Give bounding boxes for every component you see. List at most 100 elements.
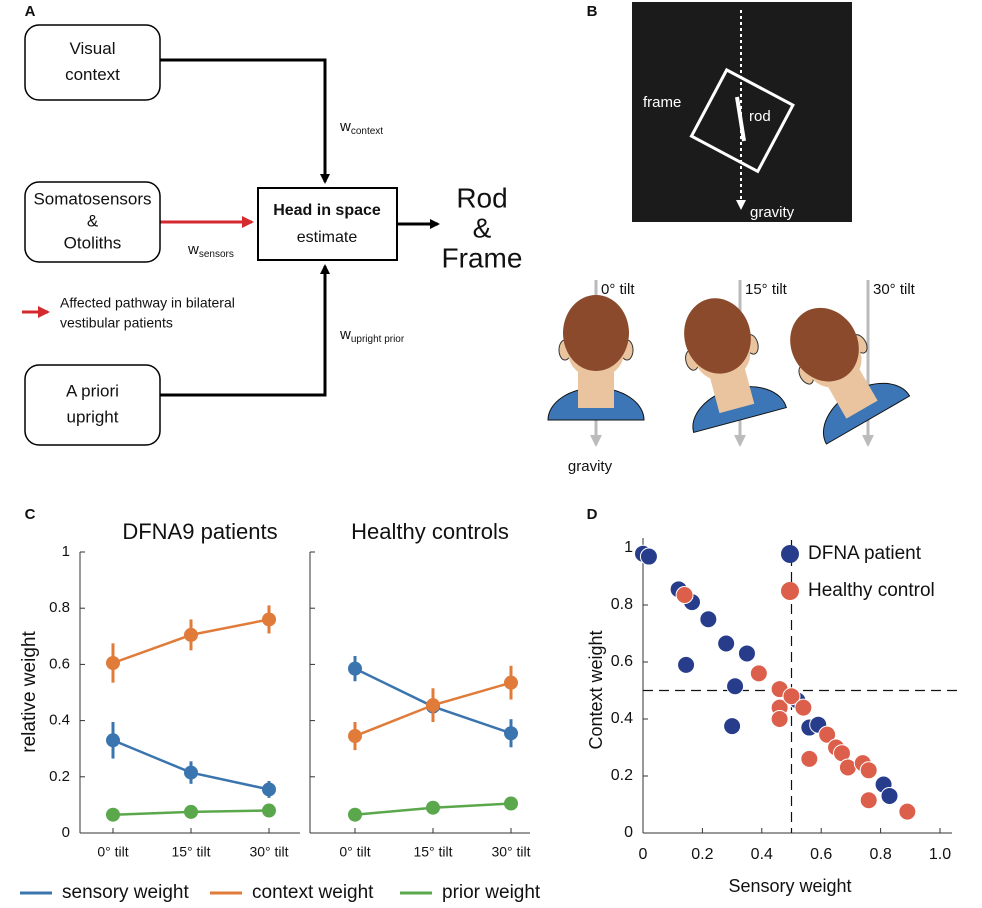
weight-label: wsensors — [187, 241, 234, 260]
hair — [790, 307, 859, 382]
rod — [735, 96, 746, 142]
data-point — [504, 796, 518, 811]
panel-label: A — [25, 3, 36, 20]
scatter-point — [794, 698, 813, 717]
y-tick-label: 0.2 — [611, 767, 633, 784]
data-point — [504, 726, 518, 741]
data-point — [184, 804, 198, 819]
y-tick-label: 0.4 — [49, 712, 70, 729]
tilt-label: 0° tilt — [601, 281, 635, 298]
chart-title: Healthy controls — [351, 519, 509, 544]
weight-symbol: w — [339, 118, 351, 135]
scatter-point — [677, 655, 696, 674]
input-label: context — [65, 65, 120, 84]
y-tick-label: 0.4 — [611, 710, 633, 727]
gravity-label: gravity — [568, 458, 613, 475]
legend-text: vestibular patients — [60, 315, 173, 331]
output-label: & — [473, 212, 492, 243]
input-label: & — [87, 211, 99, 230]
x-tick-label: 15° tilt — [171, 844, 210, 860]
chart-title: DFNA9 patients — [122, 519, 277, 544]
rod-label: rod — [749, 108, 771, 125]
data-point — [106, 733, 120, 748]
scatter-point — [859, 791, 878, 810]
x-tick-label: 30° tilt — [249, 844, 288, 860]
output-label: Frame — [442, 242, 523, 273]
data-point — [262, 782, 276, 797]
x-tick-label: 0° tilt — [339, 844, 370, 860]
x-tick-label: 0.2 — [691, 846, 713, 863]
panel-label: C — [25, 506, 36, 523]
input-label: Somatosensors — [33, 189, 151, 208]
scatter-point — [800, 749, 819, 768]
y-tick-label: 0.6 — [611, 653, 633, 670]
y-tick-label: 0 — [624, 824, 633, 841]
center-label: estimate — [297, 229, 358, 246]
data-point — [106, 807, 120, 822]
data-point — [262, 803, 276, 818]
x-tick-label: 15° tilt — [413, 844, 452, 860]
head-figure — [684, 298, 787, 434]
data-point — [348, 729, 362, 744]
legend-label: prior weight — [442, 882, 541, 903]
y-tick-label: 1 — [62, 543, 70, 560]
panel-label: B — [587, 3, 598, 20]
scatter-point — [838, 758, 857, 777]
y-tick-label: 0.8 — [611, 596, 633, 613]
data-point — [262, 612, 276, 627]
hair — [563, 295, 629, 371]
center-label: Head in space — [273, 202, 381, 219]
y-tick-label: 0 — [62, 824, 70, 841]
x-axis-label: Sensory weight — [728, 876, 851, 896]
data-point — [504, 675, 518, 690]
input-box — [24, 24, 161, 101]
legend-marker — [781, 582, 799, 600]
scatter-point — [699, 610, 718, 629]
legend-marker — [781, 545, 799, 563]
weight-subscript: sensors — [199, 249, 234, 260]
weight-symbol: w — [339, 326, 351, 343]
center-box — [257, 187, 398, 261]
input-box — [24, 181, 161, 263]
legend-text: Affected pathway in bilateral — [60, 295, 235, 311]
x-tick-label: 0° tilt — [97, 844, 128, 860]
input-label: upright — [67, 407, 119, 426]
y-tick-label: 0.6 — [49, 655, 70, 672]
hair — [684, 298, 751, 374]
data-point — [106, 655, 120, 670]
data-point — [184, 627, 198, 642]
panel-label: D — [587, 506, 598, 523]
head-figure — [547, 295, 645, 421]
tilt-label: 30° tilt — [873, 281, 916, 298]
x-tick-label: 30° tilt — [491, 844, 530, 860]
data-point — [184, 765, 198, 780]
input-box — [24, 364, 161, 446]
frame-square — [689, 67, 795, 174]
y-tick-label: 0.2 — [49, 768, 70, 785]
weight-subscript: upright prior — [351, 334, 405, 345]
diagram-arrows — [22, 58, 440, 397]
y-axis-label: relative weight — [19, 631, 40, 753]
data-point — [426, 800, 440, 815]
legend-label: sensory weight — [62, 882, 189, 903]
scatter-point — [898, 802, 917, 821]
x-tick-label: 0.6 — [810, 846, 832, 863]
scatter-point — [639, 547, 658, 566]
weight-subscript: context — [351, 126, 383, 137]
data-point — [426, 698, 440, 713]
x-tick-label: 0 — [639, 846, 648, 863]
scatter-point — [818, 725, 837, 744]
scatter-point — [770, 710, 789, 728]
weight-symbol: w — [187, 241, 199, 258]
scatter-point — [782, 687, 801, 706]
weight-label: wupright prior — [339, 326, 405, 345]
scatter-point — [859, 761, 878, 780]
x-tick-label: 1.0 — [929, 846, 951, 863]
data-point — [348, 661, 362, 676]
scatter-point — [723, 717, 742, 736]
scatter-point — [726, 677, 745, 696]
y-axis-label: Context weight — [586, 630, 606, 749]
scatter-point — [749, 664, 768, 683]
output-label: Rod — [456, 182, 507, 213]
